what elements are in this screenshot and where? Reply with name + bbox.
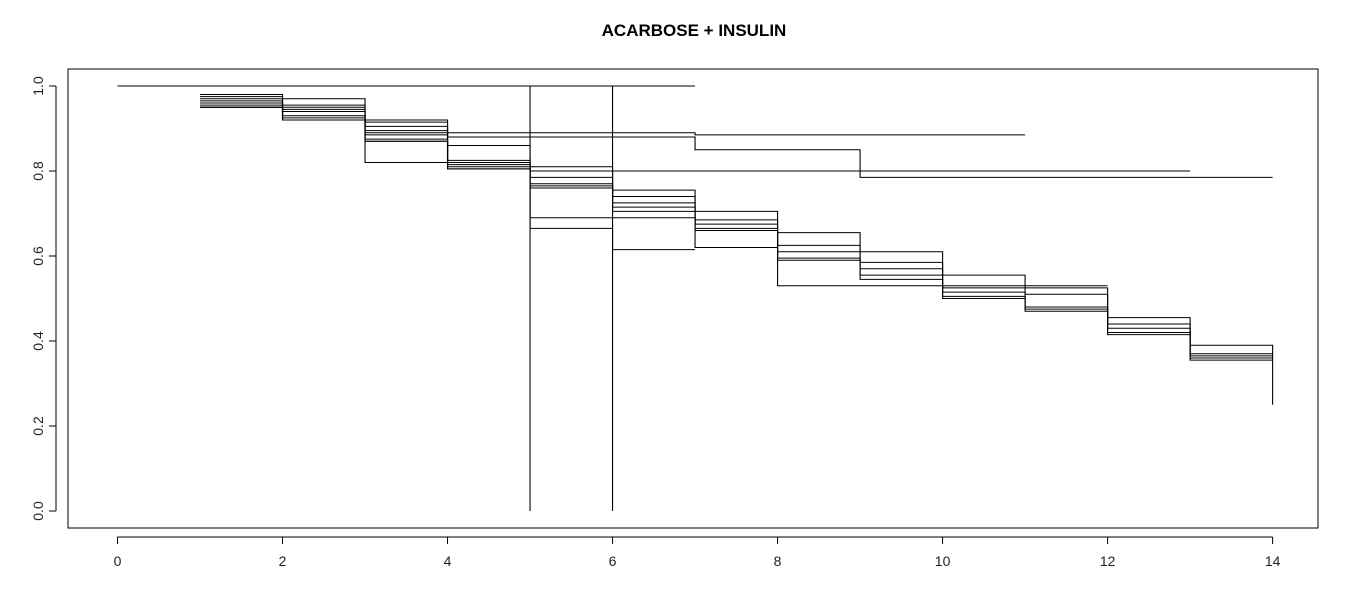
x-tick-label: 12 xyxy=(1100,553,1116,569)
survival-curve xyxy=(200,106,1273,359)
survival-curve xyxy=(117,85,531,511)
survival-curve xyxy=(200,106,1273,361)
x-tick-label: 2 xyxy=(279,553,287,569)
y-tick-label: 0.8 xyxy=(30,161,46,181)
y-tick-label: 1.0 xyxy=(30,76,46,96)
x-tick-label: 6 xyxy=(609,553,617,569)
survival-curve xyxy=(200,96,1273,178)
survival-curve xyxy=(200,102,1273,355)
survival-curve xyxy=(200,106,696,251)
x-tick-label: 10 xyxy=(935,553,951,569)
chart-title: ACARBOSE + INSULIN xyxy=(602,21,787,40)
y-tick-label: 0.2 xyxy=(30,416,46,436)
plot-frame xyxy=(67,68,1319,529)
x-axis: 0 2 4 6 8 10 12 14 xyxy=(114,536,1281,569)
survival-curve xyxy=(200,100,1274,405)
y-tick-label: 0.6 xyxy=(30,246,46,266)
x-tick-label: 0 xyxy=(114,553,122,569)
y-axis: 0.0 0.2 0.4 0.6 0.8 1.0 xyxy=(30,76,57,521)
y-tick-label: 0.4 xyxy=(30,331,46,351)
x-tick-label: 4 xyxy=(444,553,452,569)
x-tick-label: 8 xyxy=(774,553,782,569)
survival-curves xyxy=(117,85,1274,511)
survival-curve xyxy=(200,104,1273,357)
y-tick-label: 0.0 xyxy=(30,501,46,521)
survival-curve xyxy=(117,85,614,511)
x-tick-label: 14 xyxy=(1265,553,1281,569)
